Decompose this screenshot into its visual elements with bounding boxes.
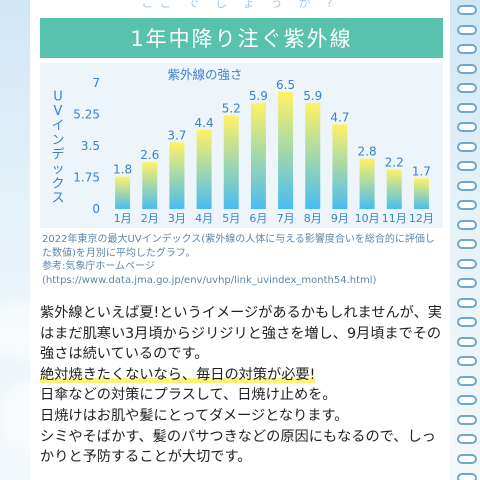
bar-value-label: 1.8: [113, 163, 132, 177]
bar-value-label: 5.9: [249, 89, 268, 103]
bar: [223, 115, 239, 209]
x-tick-label: 3月: [168, 212, 186, 225]
binder-ring: [457, 219, 477, 230]
x-tick-label: 8月: [304, 212, 322, 225]
y-tick-label: 3.5: [81, 139, 100, 153]
binder-ring: [457, 297, 477, 308]
binder-ring: [457, 473, 477, 480]
y-tick-label: 0: [92, 202, 100, 216]
binder-ring: [457, 83, 477, 93]
binder-ring: [457, 434, 477, 444]
y-axis-label-char: イ: [51, 118, 64, 133]
binder-ring: [457, 180, 477, 191]
binder-ring: [457, 161, 477, 171]
bar: [278, 92, 294, 209]
binder-ring: [457, 63, 477, 74]
binder-ring: [457, 24, 477, 35]
binder-ring: [457, 239, 477, 249]
binder-ring: [457, 375, 477, 386]
x-tick-label: 6月: [249, 212, 267, 225]
bar: [386, 169, 402, 209]
bar-value-label: 6.5: [276, 78, 295, 92]
caption-description: 2022年東京の最大UVインデックス(紫外線の人体に与える影響度合いを総合的に評…: [42, 234, 435, 259]
binder-ring: [457, 122, 477, 132]
y-axis-label-char: ク: [51, 176, 64, 191]
y-axis-label: UVインデックス: [51, 89, 64, 206]
binder-ring: [457, 356, 477, 366]
chart-title: 紫外線の強さ: [167, 67, 242, 82]
body-paragraph: 日傘などの対策にプラスして、日焼け止めを。: [40, 387, 337, 404]
bar-value-label: 2.2: [385, 155, 404, 169]
binder-ring: [457, 44, 477, 54]
x-axis-ticks: 1月 2月 3月 4月 5月 6月 7月 8月 9月 10月 11月 12月: [114, 212, 434, 225]
x-tick-label: 10月: [355, 212, 380, 225]
binder-ring: [457, 141, 477, 152]
body-paragraph: 紫外線といえば夏!というイメージがあるかもしれませんが、実はまだ肌寒い3月頃から…: [40, 305, 442, 363]
section-banner: 1年中降り注ぐ紫外線: [40, 18, 443, 58]
y-axis-label-char: ン: [51, 133, 64, 148]
body-paragraph: 日焼けはお肌や髪にとってダメージとなります。: [40, 407, 349, 424]
bar-value-label: 5.2: [222, 101, 241, 115]
binder-ring: [457, 317, 477, 327]
chart-caption: 2022年東京の最大UVインデックス(紫外線の人体に与える影響度合いを総合的に評…: [42, 233, 442, 287]
binder-ring: [457, 258, 477, 269]
bar: [332, 124, 348, 209]
binder-ring: [457, 5, 477, 15]
y-axis-label-char: ッ: [51, 162, 64, 177]
bar-value-label: 4.4: [195, 116, 214, 130]
x-tick-label: 12月: [409, 212, 434, 225]
binder-ring: [457, 200, 477, 210]
bar-value-label: 4.7: [330, 110, 349, 124]
binder-ring: [457, 102, 477, 113]
x-tick-label: 7月: [277, 212, 295, 225]
uv-index-chart: 紫外線の強さ UVインデックス 0 1.75 3.5 5.25 7 1.8 2.6 3.7 4…: [51, 67, 434, 225]
top-partial-text: ここ で し ょ う か ?: [141, 0, 339, 10]
binder-ring: [457, 453, 477, 464]
caption-source-label: 参考:気象庁ホームページ: [42, 261, 155, 272]
notebook-binder-rings: [453, 0, 480, 480]
bar: [115, 176, 131, 209]
bar: [169, 142, 185, 209]
highlighted-sentence: 絶対焼きたくないなら、毎日の対策が必要!: [40, 366, 316, 383]
x-tick-label: 5月: [222, 212, 240, 225]
x-tick-label: 2月: [141, 212, 159, 225]
bar-value-label: 2.8: [358, 145, 377, 159]
y-axis-label-char: デ: [51, 146, 64, 162]
binder-ring: [457, 414, 477, 425]
banner-title: 1年中降り注ぐ紫外線: [130, 27, 353, 51]
y-axis-ticks: 0 1.75 3.5 5.25 7: [73, 76, 100, 216]
bars: 1.8 2.6 3.7 4.4 5.2 5.9 6.5 5.9 4.7 2.8 2.2 1.7: [113, 78, 431, 209]
x-tick-label: 9月: [331, 212, 349, 225]
y-axis-label-char: V: [54, 104, 63, 119]
y-tick-label: 7: [92, 76, 100, 90]
bar: [305, 102, 321, 209]
y-tick-label: 5.25: [73, 108, 100, 122]
binder-ring: [457, 278, 477, 288]
bar: [413, 178, 429, 209]
bar: [196, 129, 212, 209]
y-axis-label-char: U: [53, 89, 63, 104]
binder-ring: [457, 395, 477, 405]
x-tick-label: 1月: [114, 212, 132, 225]
bar-value-label: 3.7: [167, 128, 186, 142]
bar: [142, 162, 158, 209]
caption-source-url: (https://www.data.jma.go.jp/env/uvhp/lin…: [42, 274, 377, 286]
bar: [359, 158, 375, 209]
body-paragraph: シミやそばかす、髪のパサつきなどの原因にもなるので、しっかりと予防することが大切…: [40, 428, 436, 466]
y-tick-label: 1.75: [73, 171, 100, 185]
x-tick-label: 4月: [195, 212, 213, 225]
bar-value-label: 2.6: [140, 148, 159, 162]
y-axis-label-char: ス: [51, 191, 64, 206]
bar-value-label: 5.9: [303, 89, 322, 103]
article-body: 紫外線といえば夏!というイメージがあるかもしれませんが、実はまだ肌寒い3月頃から…: [40, 303, 442, 468]
binder-ring: [457, 336, 477, 347]
bar: [250, 102, 266, 209]
x-tick-label: 11月: [382, 212, 407, 225]
bar-value-label: 1.7: [412, 164, 431, 178]
